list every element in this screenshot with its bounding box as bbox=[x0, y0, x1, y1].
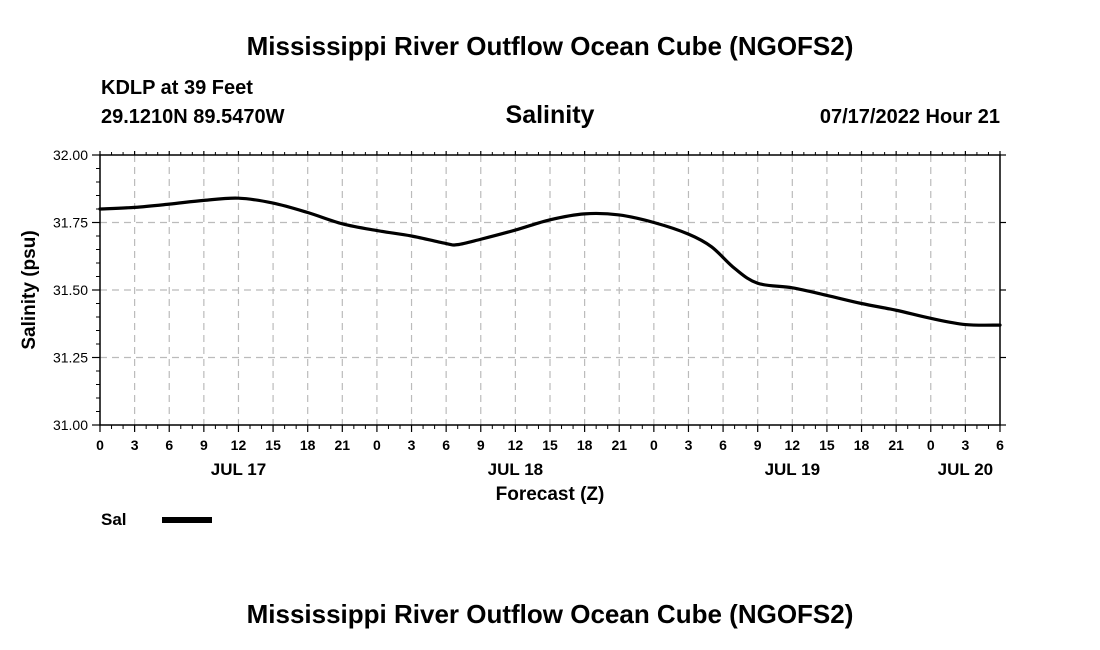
x-axis-label: Forecast (Z) bbox=[496, 484, 605, 505]
x-tick-label: 3 bbox=[685, 437, 693, 453]
station-coordinates: 29.1210N 89.5470W bbox=[101, 106, 285, 128]
data-point bbox=[826, 295, 827, 296]
y-tick-label: 31.25 bbox=[53, 350, 88, 366]
data-point bbox=[480, 239, 481, 240]
x-tick-label: 21 bbox=[888, 437, 904, 453]
x-tick-label: 18 bbox=[300, 437, 316, 453]
data-point bbox=[307, 212, 308, 213]
x-tick-label: 6 bbox=[996, 437, 1004, 453]
data-point bbox=[792, 287, 793, 288]
x-tick-label: 6 bbox=[442, 437, 450, 453]
run-time-label: 07/17/2022 Hour 21 bbox=[819, 106, 1000, 128]
day-label: JUL 18 bbox=[488, 460, 543, 479]
station-label: KDLP at 39 Feet bbox=[101, 77, 253, 99]
data-point bbox=[1000, 325, 1001, 326]
legend-swatch bbox=[162, 517, 212, 523]
x-tick-label: 6 bbox=[719, 437, 727, 453]
data-point bbox=[342, 223, 343, 224]
chart-title: Salinity bbox=[505, 101, 595, 129]
x-tick-label: 9 bbox=[754, 437, 762, 453]
y-axis-label: Salinity (psu) bbox=[19, 230, 40, 349]
x-tick-label: 0 bbox=[927, 437, 935, 453]
data-point bbox=[896, 310, 897, 311]
data-point bbox=[584, 213, 585, 214]
main-title: Mississippi River Outflow Ocean Cube (NG… bbox=[246, 31, 854, 61]
x-tick-label: 18 bbox=[854, 437, 870, 453]
x-tick-label: 0 bbox=[650, 437, 658, 453]
y-tick-label: 31.50 bbox=[53, 282, 88, 298]
x-tick-label: 15 bbox=[265, 437, 281, 453]
day-label: JUL 17 bbox=[211, 460, 266, 479]
data-point bbox=[515, 230, 516, 231]
data-point bbox=[688, 234, 689, 235]
series-line-sal bbox=[98, 196, 1002, 327]
grid bbox=[100, 155, 1000, 425]
data-point bbox=[238, 198, 239, 199]
x-tick-label: 9 bbox=[200, 437, 208, 453]
x-tick-label: 18 bbox=[577, 437, 593, 453]
x-tick-label: 21 bbox=[335, 437, 351, 453]
data-point bbox=[376, 230, 377, 231]
data-point bbox=[653, 222, 654, 223]
x-tick-label: 0 bbox=[96, 437, 104, 453]
y-tick-label: 31.75 bbox=[53, 215, 88, 231]
data-point bbox=[134, 207, 135, 208]
footer-title: Mississippi River Outflow Ocean Cube (NG… bbox=[246, 599, 854, 629]
day-label: JUL 20 bbox=[938, 460, 993, 479]
data-point bbox=[273, 203, 274, 204]
data-point bbox=[757, 283, 758, 284]
x-tick-label: 12 bbox=[785, 437, 801, 453]
series bbox=[98, 196, 1002, 327]
data-point bbox=[711, 246, 712, 247]
day-label: JUL 19 bbox=[765, 460, 820, 479]
x-tick-label: 15 bbox=[542, 437, 558, 453]
x-tick-label: 0 bbox=[373, 437, 381, 453]
x-tick-label: 6 bbox=[165, 437, 173, 453]
x-tick-label: 3 bbox=[131, 437, 139, 453]
data-point bbox=[169, 204, 170, 205]
data-point bbox=[965, 324, 966, 325]
x-tick-label: 9 bbox=[477, 437, 485, 453]
data-point bbox=[457, 244, 458, 245]
x-tick-label: 12 bbox=[231, 437, 247, 453]
data-point bbox=[930, 318, 931, 319]
y-tick-label: 31.00 bbox=[53, 417, 88, 433]
data-point bbox=[446, 243, 447, 244]
data-point bbox=[619, 214, 620, 215]
y-tick-label: 32.00 bbox=[53, 147, 88, 163]
legend-label: Sal bbox=[101, 510, 127, 529]
axis-ticks: 31.00 31.25 31.50 31.75 32.00 0 3 6 9 12 15 18 21 0 3 6… bbox=[53, 147, 1006, 479]
x-tick-label: 3 bbox=[408, 437, 416, 453]
data-point bbox=[861, 303, 862, 304]
x-tick-label: 15 bbox=[819, 437, 835, 453]
data-point bbox=[100, 209, 101, 210]
x-tick-label: 12 bbox=[508, 437, 524, 453]
x-tick-label: 21 bbox=[611, 437, 627, 453]
data-point bbox=[203, 200, 204, 201]
data-point bbox=[550, 219, 551, 220]
data-point bbox=[411, 236, 412, 237]
data-point bbox=[734, 268, 735, 269]
x-tick-label: 3 bbox=[961, 437, 969, 453]
